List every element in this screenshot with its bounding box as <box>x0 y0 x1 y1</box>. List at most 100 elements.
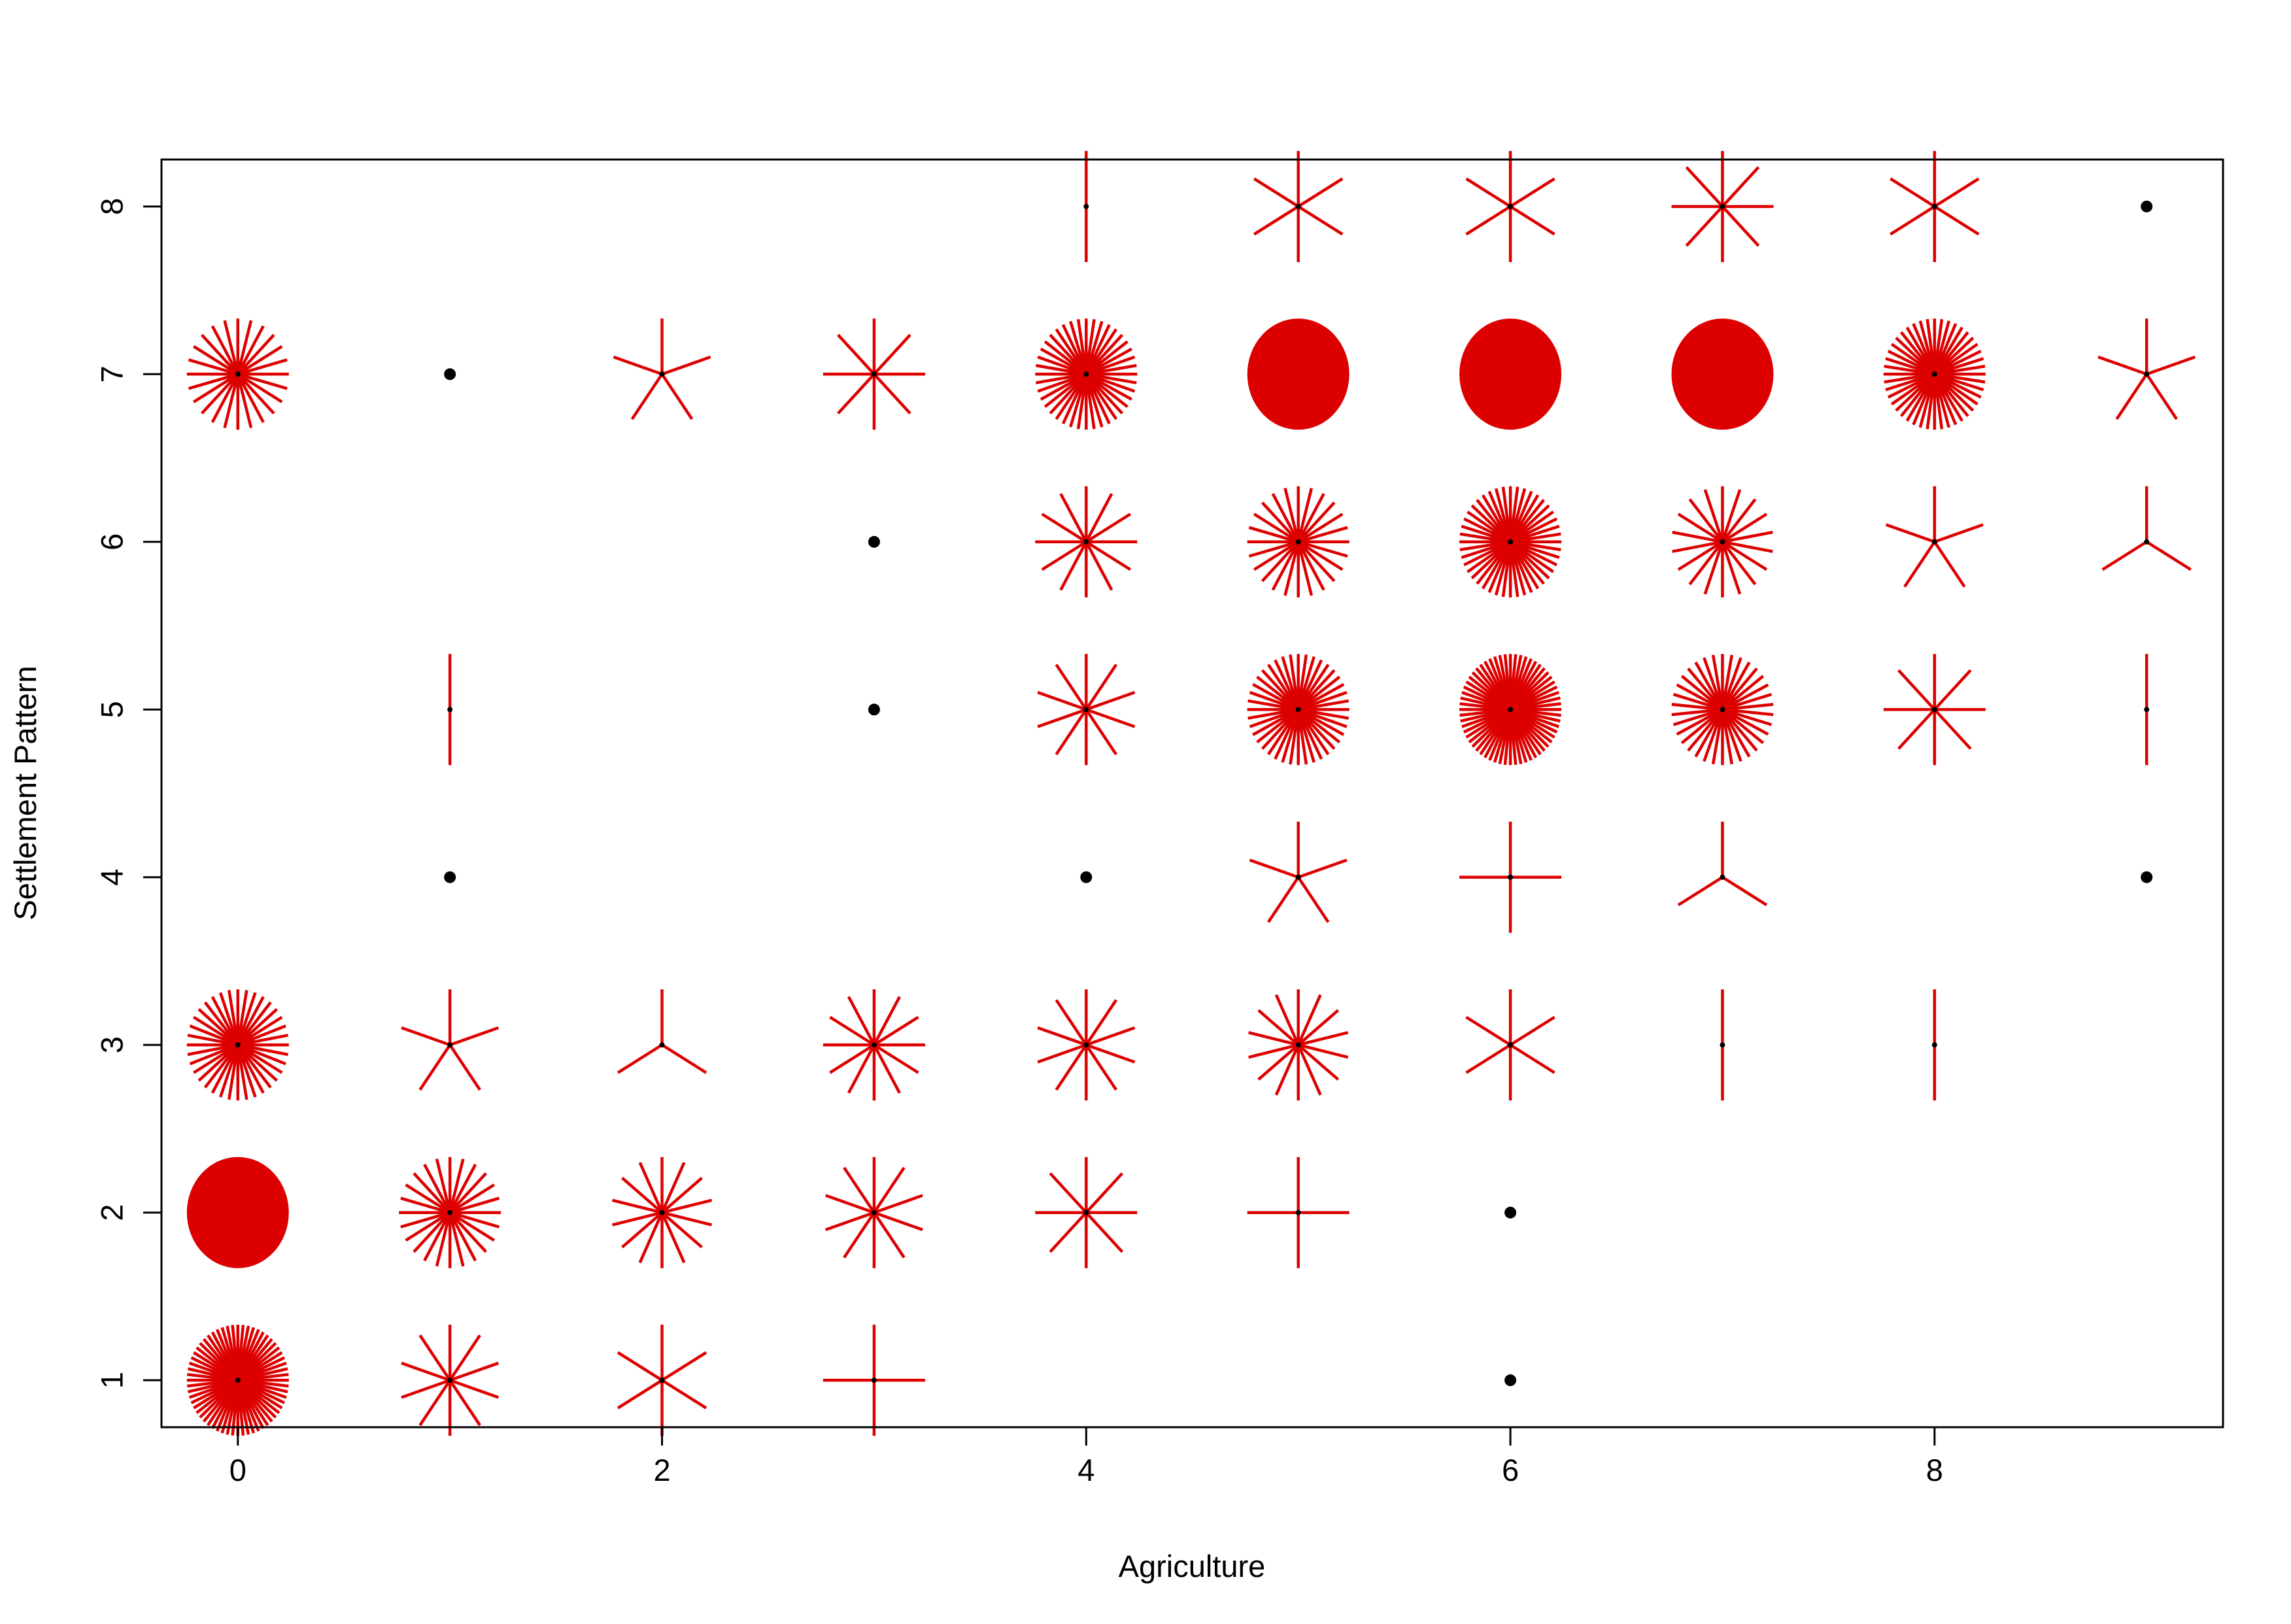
petal <box>188 373 239 390</box>
petal <box>1933 205 1980 236</box>
petal <box>1722 708 1773 726</box>
petal <box>1677 875 1723 907</box>
sunflower-point <box>823 318 925 430</box>
petal <box>236 1001 272 1046</box>
sunflower-point <box>1677 821 1768 907</box>
point-center <box>1931 1042 1937 1048</box>
y-tick-label: 2 <box>94 1204 129 1221</box>
petal <box>660 1211 686 1264</box>
petal <box>413 1172 451 1214</box>
petal <box>843 1211 875 1259</box>
sunflower-point <box>2101 486 2192 571</box>
petal <box>2145 373 2178 420</box>
petal <box>1721 541 1757 586</box>
sunflower-point <box>1671 150 1774 262</box>
petal <box>1249 858 1299 879</box>
petal <box>630 373 664 420</box>
petal <box>1253 540 1299 571</box>
petal <box>223 320 239 375</box>
sunflower-point <box>1504 1206 1517 1219</box>
point-center <box>868 703 880 716</box>
point-center <box>1083 1210 1089 1215</box>
point-center <box>1083 203 1089 209</box>
petal <box>1672 540 1723 553</box>
point-center <box>447 1210 453 1215</box>
petal <box>1721 708 1758 752</box>
petal <box>1721 205 1760 247</box>
point-center <box>1720 1042 1725 1048</box>
sunflower-point <box>824 1157 923 1268</box>
petal <box>1671 703 1723 711</box>
petal <box>236 1325 245 1381</box>
y-tick-label: 7 <box>94 365 129 382</box>
point-center <box>444 368 456 381</box>
petal <box>661 1043 707 1074</box>
sunflower-point <box>1883 318 1986 430</box>
point-center <box>1720 539 1725 545</box>
petal <box>203 1001 239 1046</box>
y-tick-label: 1 <box>94 1372 129 1389</box>
sunflower-point <box>444 871 456 883</box>
petal <box>1465 1015 1512 1047</box>
petal <box>1672 708 1723 726</box>
x-tick-label: 6 <box>1502 1453 1519 1487</box>
petal <box>1721 709 1742 762</box>
petal <box>1465 177 1512 208</box>
petal <box>1297 654 1308 710</box>
petal <box>1297 488 1314 543</box>
sunflower-point <box>1083 150 1089 262</box>
point-center <box>1720 707 1725 713</box>
petal <box>237 1043 283 1074</box>
petal <box>662 1211 713 1226</box>
petal <box>1722 683 1769 711</box>
petal <box>661 1351 707 1382</box>
petal <box>873 1043 919 1074</box>
petal <box>1694 661 1724 711</box>
petal <box>1688 498 1724 543</box>
petal <box>1253 205 1299 236</box>
sunflower-point <box>1247 654 1349 766</box>
sunflower-filled <box>1247 318 1349 430</box>
petal <box>1037 1043 1087 1064</box>
point-center <box>447 1042 453 1048</box>
petal <box>418 1334 452 1381</box>
petal <box>1703 709 1724 762</box>
petal <box>1297 541 1325 591</box>
petal <box>1085 541 1113 591</box>
petal <box>1297 541 1336 583</box>
sunflower-point <box>868 703 880 716</box>
petal <box>203 1043 239 1089</box>
petal <box>449 1379 500 1399</box>
point-center <box>659 1378 665 1383</box>
point-center <box>447 1378 453 1383</box>
petal <box>1885 523 1935 543</box>
sunflower-point <box>399 1157 501 1268</box>
sunflower-point <box>186 318 289 430</box>
petal <box>237 373 288 390</box>
point-center <box>1083 1042 1089 1048</box>
petal <box>197 1043 239 1082</box>
sunflower-point <box>1459 318 1562 430</box>
sunflower-point <box>186 1325 289 1436</box>
sunflower-point <box>1459 486 1562 598</box>
sunflower-point <box>2141 871 2153 883</box>
petal <box>847 1044 875 1094</box>
petal <box>237 373 283 403</box>
point-center <box>871 1042 877 1048</box>
sunflower-filled <box>1459 318 1562 430</box>
petal <box>236 373 265 423</box>
petal <box>449 1379 481 1427</box>
petal <box>211 1044 239 1094</box>
sunflower-point <box>1037 654 1136 766</box>
petal <box>661 1379 707 1410</box>
point-center <box>659 1042 665 1048</box>
sunflower-point <box>2097 318 2196 420</box>
petal <box>1041 513 1087 543</box>
sunflower-point <box>2144 654 2150 766</box>
petal <box>1509 177 1555 208</box>
petal <box>873 1015 919 1047</box>
point-center <box>235 371 241 377</box>
petal <box>236 325 265 375</box>
petal <box>1085 540 1132 571</box>
